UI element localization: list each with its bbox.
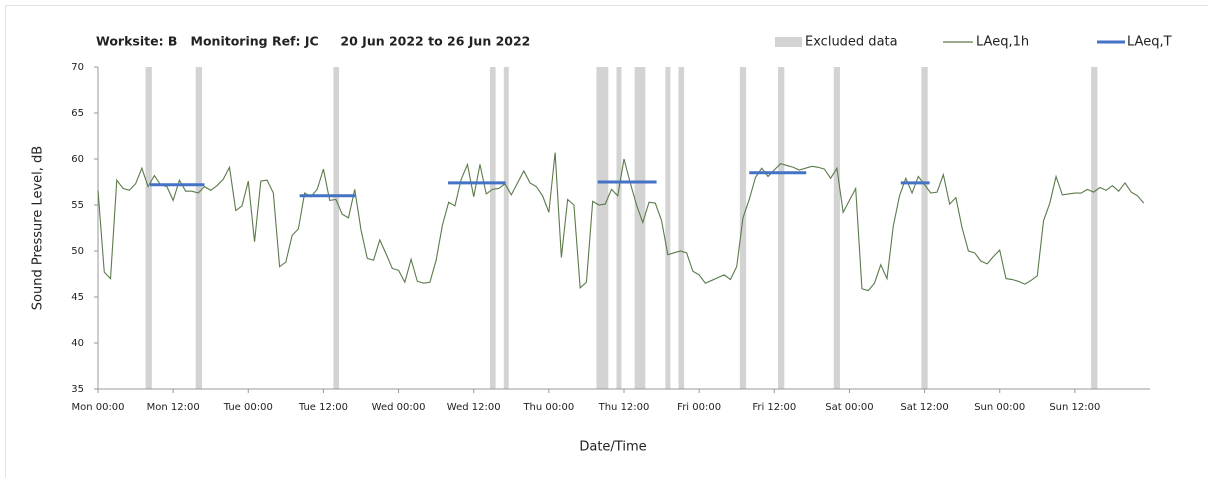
legend-label: LAeq,T	[1127, 35, 1172, 50]
y-axis-title: Sound Pressure Level, dB	[31, 146, 46, 310]
y-tick-label: 60	[71, 154, 84, 165]
x-tick-label: Sun 12:00	[1049, 402, 1100, 413]
x-tick-label: Tue 12:00	[298, 402, 348, 413]
x-tick-label: Thu 12:00	[598, 402, 650, 413]
legend-swatch	[775, 37, 802, 47]
y-tick-label: 40	[71, 338, 84, 349]
excluded-band	[665, 67, 671, 389]
y-tick-label: 65	[71, 108, 84, 119]
x-tick-label: Mon 12:00	[147, 402, 200, 413]
x-axis-title: Date/Time	[579, 440, 646, 455]
series-line	[97, 152, 1145, 292]
excluded-band	[634, 67, 646, 389]
y-tick-label: 45	[71, 292, 84, 303]
y-tick-label: 70	[71, 62, 84, 73]
y-tick-label: 50	[71, 246, 84, 257]
excluded-band	[678, 67, 685, 389]
chart-frame	[5, 5, 1208, 478]
x-tick-label: Sun 00:00	[974, 402, 1025, 413]
x-tick-label: Mon 00:00	[71, 402, 124, 413]
x-tick-label: Fri 12:00	[752, 402, 796, 413]
x-tick-label: Sat 00:00	[825, 402, 873, 413]
excluded-band	[778, 67, 785, 389]
excluded-band	[833, 67, 841, 389]
legend-label: LAeq,1h	[976, 35, 1029, 50]
excluded-band	[921, 67, 928, 389]
excluded-band	[195, 67, 202, 389]
legend-label: Excluded data	[805, 35, 898, 50]
excluded-band	[616, 67, 622, 389]
excluded-band	[503, 67, 509, 389]
excluded-band	[145, 67, 152, 389]
x-tick-label: Wed 00:00	[372, 402, 426, 413]
excluded-band	[1091, 67, 1098, 389]
x-tick-label: Fri 00:00	[677, 402, 721, 413]
y-tick-label: 55	[71, 200, 84, 211]
excluded-band	[596, 67, 609, 389]
excluded-band	[489, 67, 496, 389]
x-tick-label: Sat 12:00	[900, 402, 948, 413]
excluded-band	[739, 67, 747, 389]
x-tick-label: Wed 12:00	[447, 402, 501, 413]
chart-title: Worksite: B Monitoring Ref: JC 20 Jun 20…	[96, 34, 530, 49]
x-tick-label: Tue 00:00	[223, 402, 273, 413]
excluded-band	[333, 67, 340, 389]
y-tick-label: 35	[71, 384, 84, 395]
x-tick-label: Thu 00:00	[522, 402, 574, 413]
